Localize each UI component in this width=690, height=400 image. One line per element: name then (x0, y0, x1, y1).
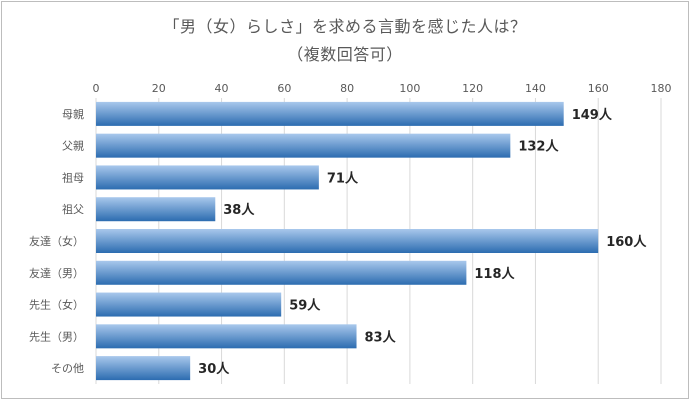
category-label: 先生（女） (29, 298, 84, 312)
x-tick-label: 60 (277, 82, 291, 95)
x-tick-label: 120 (462, 82, 483, 95)
category-label: 父親 (62, 140, 84, 153)
bar-3 (96, 197, 216, 222)
data-label: 38人 (223, 202, 255, 218)
x-axis-ticks: 0 20 40 60 80 100 120 140 160 180 (93, 82, 672, 95)
category-label: 母親 (62, 108, 84, 121)
bars (96, 101, 599, 381)
x-tick-label: 40 (215, 82, 229, 95)
x-tick-label: 80 (340, 82, 354, 95)
category-label: 友達（女） (29, 234, 84, 248)
bar-1 (96, 133, 511, 158)
data-label: 71人 (327, 170, 359, 186)
x-tick-label: 160 (588, 82, 609, 95)
x-tick-label: 140 (525, 82, 546, 95)
bar-4 (96, 229, 599, 253)
x-tick-label: 180 (651, 82, 672, 95)
x-tick-label: 0 (93, 82, 100, 95)
bar-6 (96, 292, 282, 317)
bar-7 (96, 324, 357, 349)
chart-title: 「男（女）らしさ」を求める言動を感じた人は？ (163, 17, 527, 36)
x-tick-label: 100 (399, 82, 420, 95)
data-label: 160人 (606, 234, 647, 250)
category-label: 友達（男） (29, 266, 84, 280)
category-label: その他 (51, 362, 84, 375)
data-label: 149人 (572, 107, 613, 123)
category-label: 先生（男） (29, 329, 84, 343)
data-label: 30人 (198, 361, 230, 377)
data-label: 83人 (365, 329, 397, 345)
bar-2 (96, 165, 319, 190)
data-label: 59人 (289, 298, 321, 314)
data-label: 118人 (474, 266, 515, 282)
data-label: 132人 (518, 139, 559, 155)
category-label: 祖父 (62, 202, 84, 216)
data-labels: 149人 132人 71人 38人 160人 118人 59人 83人 30人 (198, 107, 647, 377)
category-label: 祖母 (62, 170, 84, 184)
chart-subtitle: （複数回答可） (287, 45, 403, 64)
x-tick-label: 20 (152, 82, 166, 95)
bar-0 (96, 101, 564, 126)
bar-5 (96, 260, 467, 285)
bar-8 (96, 356, 191, 381)
